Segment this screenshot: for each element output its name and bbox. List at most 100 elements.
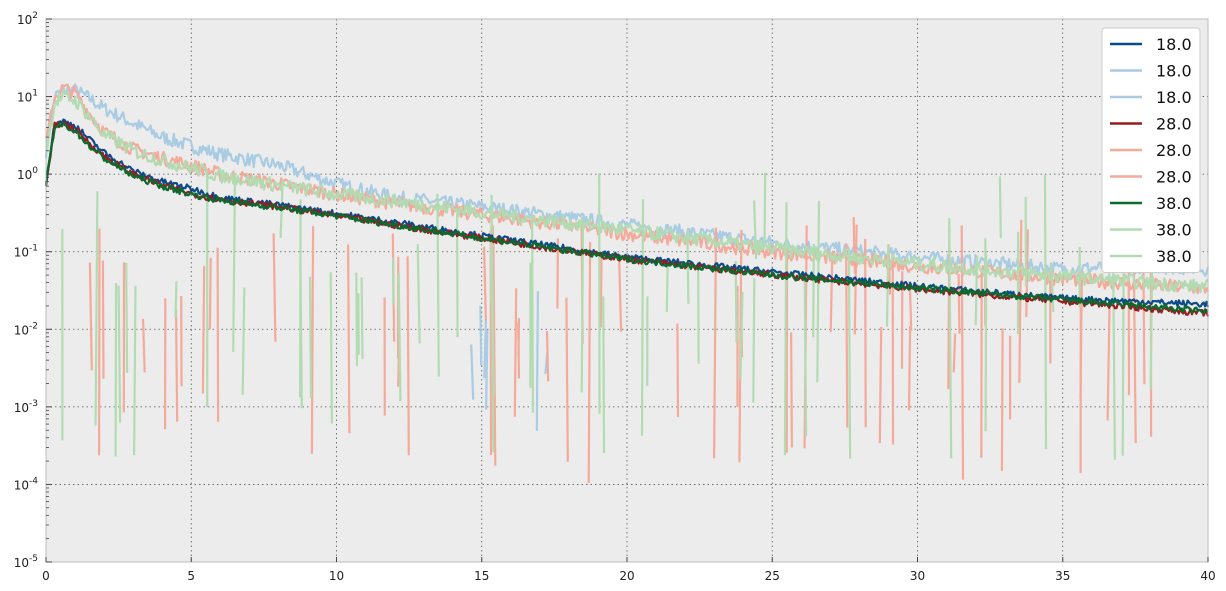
series-spike	[556, 238, 559, 309]
series-spike	[783, 202, 788, 456]
legend-item: 28.0	[1110, 168, 1192, 187]
legend-label: 28.0	[1156, 168, 1192, 187]
series-spike	[329, 272, 333, 424]
series-8	[45, 89, 1209, 294]
x-tick-label: 15	[474, 569, 489, 583]
x-tick-label: 30	[910, 569, 925, 583]
legend-label: 28.0	[1156, 115, 1192, 134]
x-tick-label: 25	[765, 569, 780, 583]
legend-item: 38.0	[1110, 194, 1192, 213]
x-tick-label: 20	[619, 569, 634, 583]
legend-label: 38.0	[1156, 194, 1192, 213]
series-spike	[490, 194, 495, 395]
legend-box	[1101, 27, 1201, 273]
series-spike	[485, 329, 489, 410]
series-spike	[436, 193, 440, 377]
legend-label: 18.0	[1156, 35, 1192, 54]
series-spike	[416, 244, 421, 344]
series-spike	[535, 291, 539, 431]
legend-label: 28.0	[1156, 141, 1192, 160]
legend-item: 38.0	[1110, 247, 1192, 266]
series-spike	[844, 243, 849, 428]
series-line	[44, 83, 1210, 277]
series-layer	[44, 83, 1210, 484]
axes: 0 5 10 15 20 25 30 35 40 10-5 10-4 10-3 10-2 10-1 100 1…	[14, 11, 1216, 583]
legend-item: 28.0	[1110, 141, 1192, 160]
series-2	[44, 83, 1210, 277]
series-spike	[310, 226, 315, 454]
series-spike	[94, 191, 99, 426]
y-tick-label: 10-4	[14, 476, 39, 492]
series-spike	[618, 259, 623, 332]
series-spike	[355, 272, 359, 367]
series-spike	[1106, 306, 1111, 421]
x-tick-label: 5	[187, 569, 195, 583]
series-spike	[1000, 328, 1004, 471]
series-spike	[299, 258, 303, 409]
series-spike	[565, 297, 569, 462]
series-spike	[397, 273, 402, 402]
y-tick-label: 101	[17, 89, 38, 105]
series-spike	[133, 285, 137, 456]
series-spike	[470, 344, 475, 400]
y-tick-label: 10-2	[14, 321, 38, 337]
legend-item: 28.0	[1110, 115, 1192, 134]
series-spike	[208, 257, 212, 330]
series-spike	[665, 261, 669, 312]
series-spike	[753, 200, 758, 260]
series-spike	[907, 325, 912, 411]
legend: 18.0 18.0 18.0 28.0 28.0 28.0 38.0 38.0 38.0	[1101, 27, 1201, 273]
series-spike	[829, 260, 834, 333]
series-spike	[114, 283, 118, 457]
series-spike	[803, 278, 808, 437]
y-tick-label: 10-5	[14, 554, 38, 570]
series-7	[44, 122, 1209, 315]
series-spike	[308, 276, 313, 399]
series-spike	[640, 198, 645, 436]
series-spike	[174, 310, 179, 422]
series-spike	[216, 247, 220, 422]
y-tick-label: 10-1	[14, 244, 38, 260]
series-spike	[998, 176, 1002, 239]
legend-item: 18.0	[1110, 88, 1192, 107]
series-spike	[739, 291, 744, 380]
series-spike	[948, 218, 953, 459]
y-tick-label: 10-3	[14, 399, 38, 415]
series-spike	[241, 287, 246, 395]
series-spike	[483, 319, 487, 379]
series-spike	[763, 172, 767, 242]
legend-item: 18.0	[1110, 62, 1192, 81]
series-spike	[545, 331, 550, 382]
series-spike	[1043, 174, 1048, 450]
series-spike	[812, 243, 815, 338]
series-spike	[125, 262, 129, 374]
series-spike	[852, 217, 856, 274]
legend-item: 18.0	[1110, 35, 1192, 54]
series-spike	[479, 305, 483, 366]
series-line	[44, 122, 1209, 315]
series-spike	[602, 296, 606, 454]
series-spike	[117, 285, 122, 423]
series-spike	[483, 246, 487, 321]
series-spike	[272, 233, 277, 342]
legend-label: 38.0	[1156, 247, 1192, 266]
y-tick-label: 102	[17, 11, 38, 27]
series-spike	[201, 265, 206, 394]
series-spike	[141, 318, 146, 373]
series-spike	[599, 256, 603, 328]
series-spike	[816, 201, 821, 383]
series-spike	[513, 288, 518, 417]
series-spike	[984, 238, 987, 318]
series-spike	[101, 260, 105, 379]
legend-label: 18.0	[1156, 62, 1192, 81]
series-spike	[957, 273, 961, 334]
series-spike	[587, 241, 592, 484]
series-spike	[864, 238, 867, 428]
x-tick-label: 0	[42, 569, 50, 583]
series-spike	[347, 244, 351, 434]
legend-label: 38.0	[1156, 221, 1192, 240]
legend-label: 18.0	[1156, 88, 1192, 107]
series-spike	[676, 323, 680, 418]
x-tick-label: 10	[329, 569, 344, 583]
